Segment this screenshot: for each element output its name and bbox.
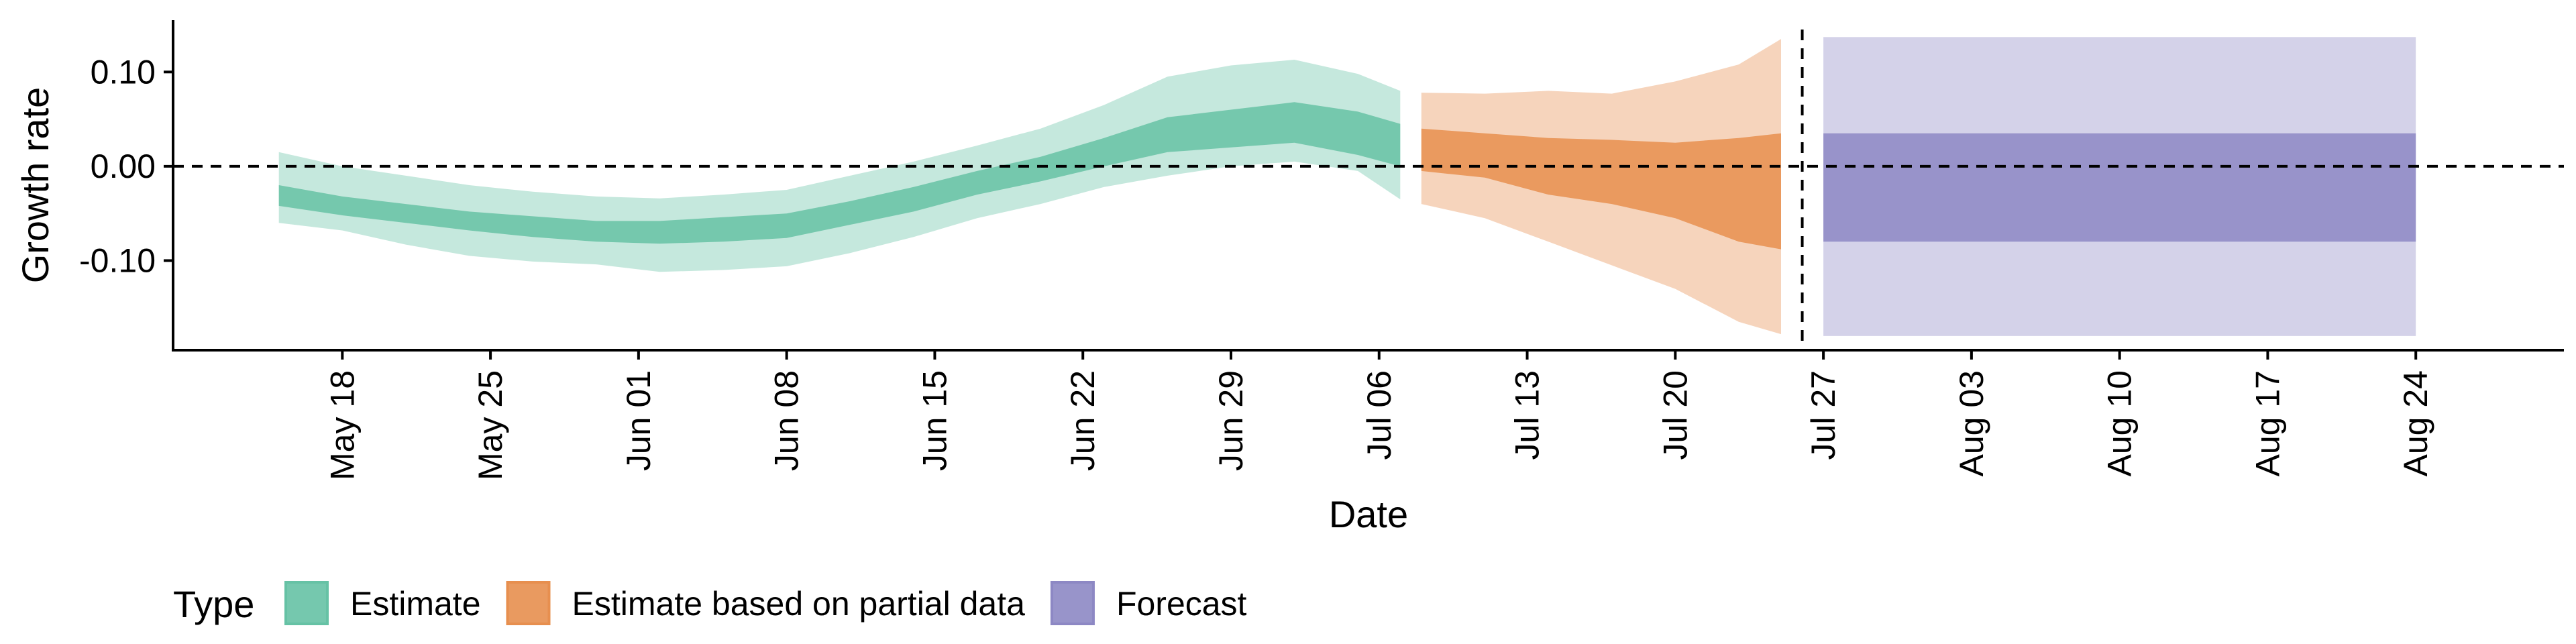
x-tick-label: Jun 15 bbox=[916, 370, 953, 471]
legend: Type Estimate Estimate based on partial d… bbox=[173, 581, 1247, 625]
legend-swatch-estimate-based-on-partial-data bbox=[506, 581, 551, 625]
estimate-based-on-partial-data-band-50 bbox=[1421, 128, 1781, 250]
x-axis-title: Date bbox=[1329, 493, 1408, 535]
y-tick-label: -0.10 bbox=[79, 241, 156, 279]
x-tick-label: Aug 03 bbox=[1953, 370, 1990, 476]
x-tick-label: Aug 24 bbox=[2397, 370, 2434, 476]
legend-label-forecast: Forecast bbox=[1116, 585, 1247, 623]
y-tick-label: 0.10 bbox=[91, 53, 156, 91]
x-tick-label: Aug 10 bbox=[2101, 370, 2139, 476]
x-tick-label: Jun 29 bbox=[1212, 370, 1250, 471]
x-tick-label: Aug 17 bbox=[2249, 370, 2286, 476]
x-tick-label: Jul 13 bbox=[1509, 370, 1546, 460]
estimate-band-50 bbox=[278, 102, 1401, 244]
legend-title: Type bbox=[173, 583, 254, 625]
bands-layer bbox=[278, 37, 2416, 336]
x-tick-label: Jul 27 bbox=[1805, 370, 1842, 460]
y-tick-label: 0.00 bbox=[91, 148, 156, 185]
x-tick-label: Jun 08 bbox=[768, 370, 806, 471]
x-tick-label: Jun 01 bbox=[620, 370, 657, 471]
y-axis-title: Growth rate bbox=[14, 87, 56, 284]
x-tick-label: Jun 22 bbox=[1064, 370, 1102, 471]
legend-swatch-forecast bbox=[1050, 581, 1095, 625]
reference-lines bbox=[173, 30, 2564, 350]
x-tick-label: Jul 06 bbox=[1360, 370, 1398, 460]
axes bbox=[172, 20, 2564, 352]
legend-label-estimate-based-on-partial-data: Estimate based on partial data bbox=[572, 585, 1026, 623]
legend-swatch-estimate bbox=[284, 581, 329, 625]
x-tick-label: May 25 bbox=[472, 370, 509, 480]
legend-label-estimate: Estimate bbox=[350, 585, 481, 623]
x-tick-label: Jul 20 bbox=[1656, 370, 1694, 460]
x-ticks: May 18 May 25 Jun 01 Jun 08 Jun 15 Jun 22 Jun … bbox=[323, 350, 2434, 480]
forecast-band-50 bbox=[1823, 133, 2416, 242]
x-tick-label: May 18 bbox=[323, 370, 361, 480]
y-ticks: 0.10 0.00 -0.10 bbox=[79, 53, 173, 279]
